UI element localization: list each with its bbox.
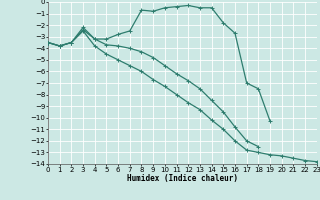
X-axis label: Humidex (Indice chaleur): Humidex (Indice chaleur) bbox=[127, 174, 238, 183]
